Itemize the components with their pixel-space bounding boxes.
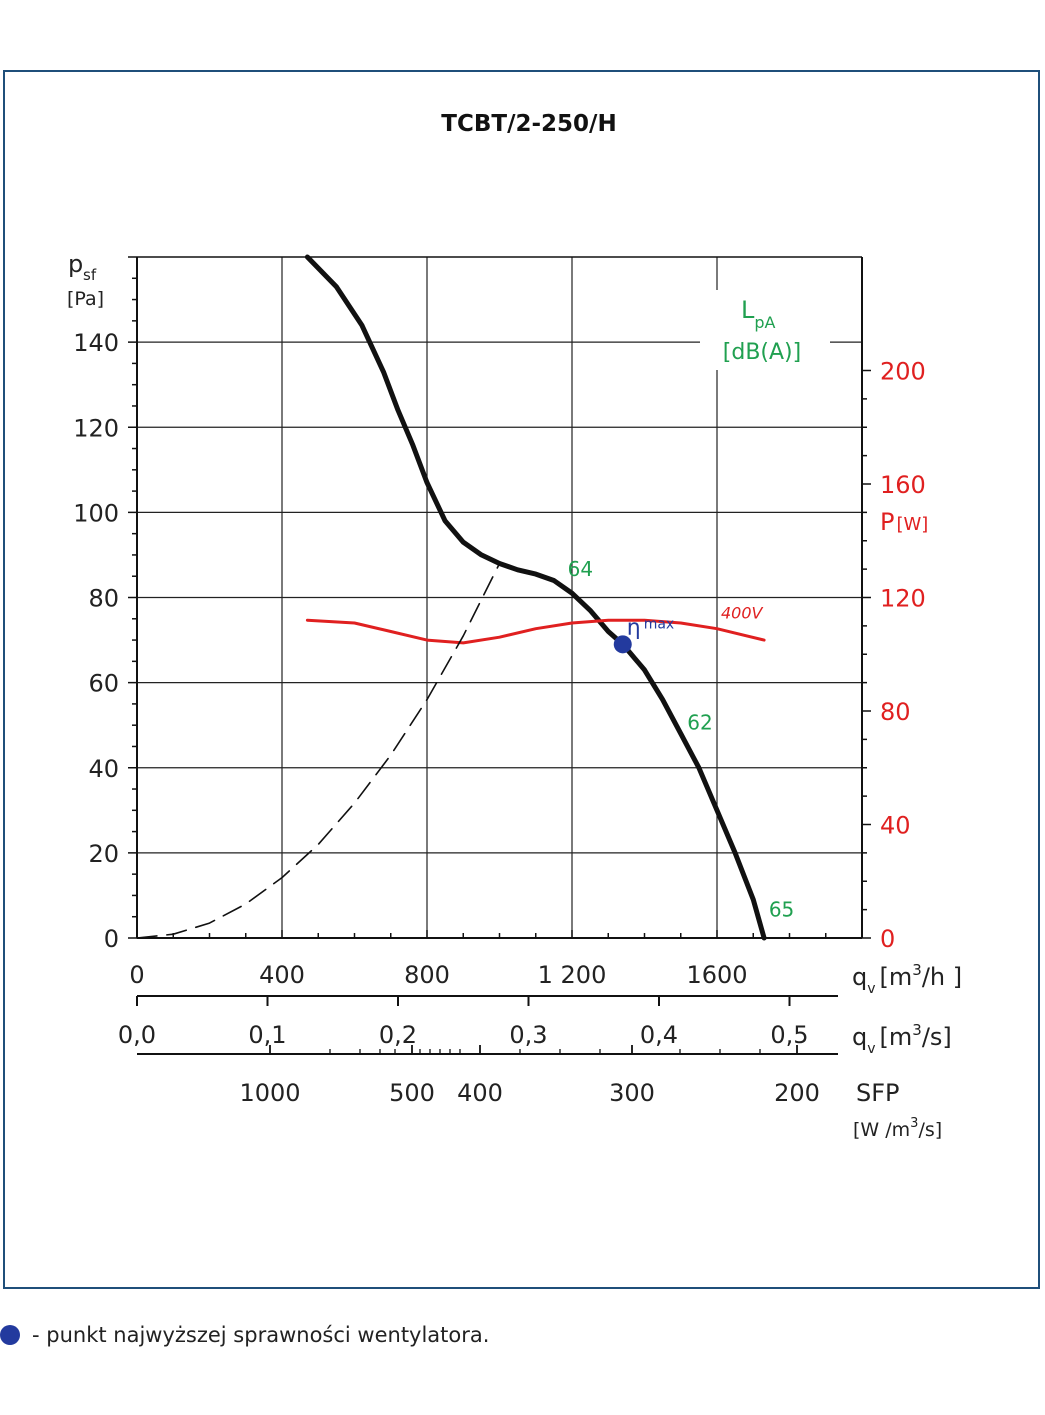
power-curve — [305, 618, 766, 645]
x-axis-label-unit: [m — [880, 963, 913, 991]
y-axis-label-unit: [Pa] — [67, 288, 104, 310]
sfp-unit: [W /m3/s] — [853, 1116, 942, 1141]
lpa-label-sub: pA — [754, 313, 775, 332]
x2-axis-label-main: q — [852, 1023, 867, 1051]
power-series-label: 400V — [721, 604, 764, 623]
sound-level-label: 64 — [568, 557, 593, 581]
x2-tick-label: 0,0 — [118, 1021, 156, 1049]
x2-tick-label: 0,3 — [509, 1021, 547, 1049]
x-tick-label: 400 — [259, 961, 305, 989]
y-tick-label: 20 — [88, 840, 119, 868]
x2-axis-label: qv [m3/s] — [852, 1021, 952, 1057]
x2-tick-label: 0,5 — [770, 1021, 808, 1049]
power-tick-label: 40 — [880, 812, 911, 840]
x-tick-label: 800 — [404, 961, 450, 989]
x2-axis-label-unit-post: /s] — [922, 1023, 952, 1051]
sfp-tick-label: 400 — [457, 1079, 503, 1107]
series-layer — [136, 254, 767, 941]
x-axis-label-unit-sup: 3 — [912, 961, 922, 979]
y-tick-label: 0 — [104, 925, 119, 953]
x-axis-label-main: q — [852, 963, 867, 991]
y-tick-label: 80 — [88, 585, 119, 613]
power-tick-label: 160 — [880, 471, 926, 499]
system-curve — [136, 562, 501, 939]
sfp-tick-label: 200 — [774, 1079, 820, 1107]
y-tick-label: 100 — [73, 499, 119, 527]
sfp-tick-label: 300 — [609, 1079, 655, 1107]
sfp-tick-label: 1000 — [239, 1079, 300, 1107]
power-tick-label: 80 — [880, 698, 911, 726]
x-axis-label: qv [m3/h ] — [852, 961, 962, 997]
sfp-tick-label: 500 — [389, 1079, 435, 1107]
sfp-unit-post: /s] — [918, 1119, 942, 1141]
y-tick-label: 120 — [73, 414, 119, 442]
y-tick-label: 60 — [88, 670, 119, 698]
x2-tick-label: 0,1 — [248, 1021, 286, 1049]
grid — [137, 257, 862, 938]
lpa-label: LpA — [741, 296, 776, 332]
power-axis-label-main: P — [880, 508, 894, 536]
power-axis-label: P [W] — [880, 508, 928, 536]
x-axis-label-unit-post: /h ] — [922, 963, 962, 991]
power-tick-label: 0 — [880, 925, 895, 953]
eta-max-point — [613, 635, 632, 654]
x2-tick-label: 0,4 — [640, 1021, 678, 1049]
x2-axis-label-unit-sup: 3 — [912, 1021, 922, 1039]
x-axis-label-sub: v — [867, 981, 875, 997]
sfp-label: SFP — [856, 1079, 900, 1107]
legend-note: - punkt najwyższej sprawności wentylator… — [0, 1318, 489, 1352]
chart-frame — [3, 70, 1040, 1289]
x-tick-label: 1 200 — [538, 961, 607, 989]
y-tick-label: 40 — [88, 755, 119, 783]
axes — [128, 256, 871, 1055]
sfp-unit-sup: 3 — [910, 1116, 918, 1131]
power-axis-label-unit: [W] — [896, 514, 928, 535]
lpa-label-bg — [700, 290, 830, 370]
legend-note-text: - punkt najwyższej sprawności wentylator… — [32, 1323, 490, 1347]
x-tick-label: 1600 — [686, 961, 747, 989]
lpa-label-main: L — [741, 296, 755, 324]
eta-max-label: η max — [627, 615, 674, 640]
eta-max-label-sub: max — [644, 616, 675, 632]
power-tick-label: 120 — [880, 585, 926, 613]
eta-max-label-main: η — [627, 615, 641, 640]
y-axis-label-sub: sf — [83, 266, 97, 284]
pressure-curve — [304, 254, 767, 941]
eta-max-legend-dot — [0, 1325, 20, 1345]
x-tick-label: 0 — [129, 961, 144, 989]
power-tick-label: 200 — [880, 358, 926, 386]
y-tick-label: 140 — [73, 329, 119, 357]
sound-level-label: 62 — [687, 710, 712, 734]
sound-level-label: 65 — [769, 898, 794, 922]
x2-axis-label-sub: v — [867, 1041, 875, 1057]
lpa-unit: [dB(A)] — [723, 340, 801, 365]
x2-axis-label-unit: [m — [880, 1023, 913, 1051]
chart-title: TCBT/2-250/H — [441, 111, 616, 137]
x2-tick-label: 0,2 — [379, 1021, 417, 1049]
y-axis-label-main: p — [68, 250, 83, 278]
sfp-unit-pre: [W /m — [853, 1119, 910, 1141]
